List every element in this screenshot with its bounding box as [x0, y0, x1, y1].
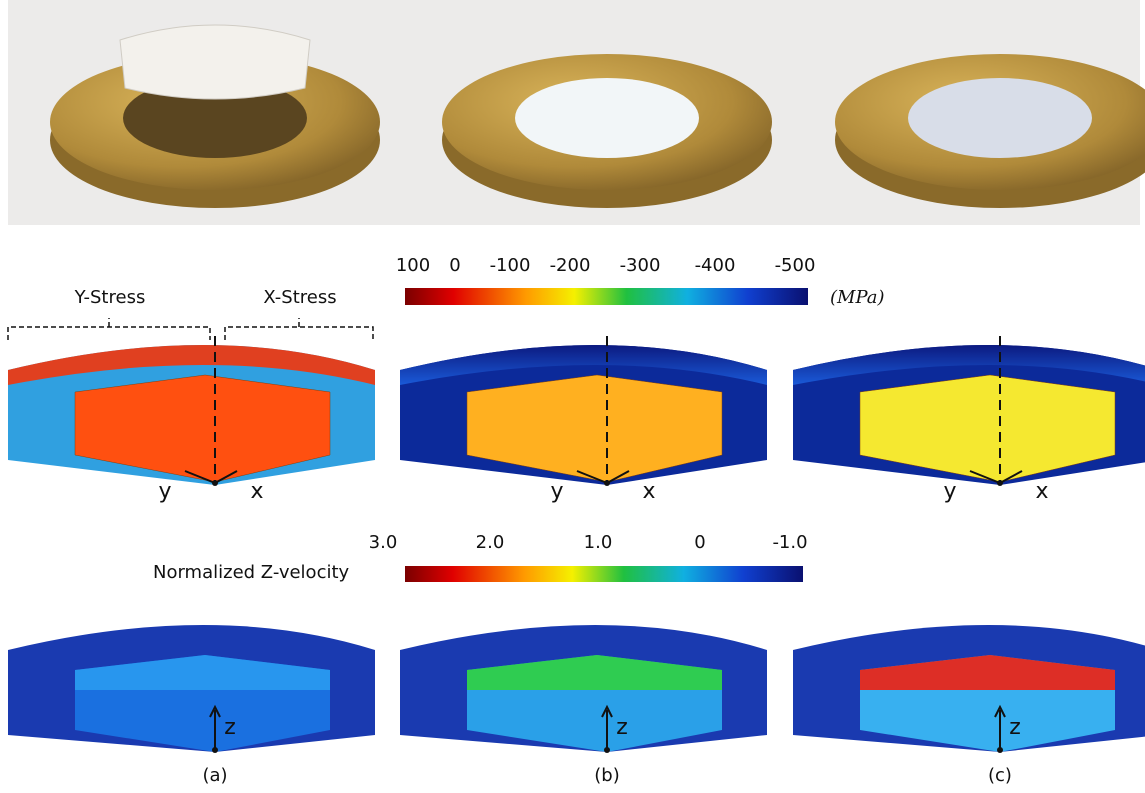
velocity-tick: 3.0 [369, 532, 398, 553]
origin [604, 747, 610, 753]
coin-inner [515, 78, 699, 158]
coin-inner [908, 78, 1092, 158]
axis-label: z [224, 715, 236, 740]
axis-label: x [642, 479, 655, 504]
white-block [120, 25, 310, 99]
panel-label: (c) [988, 765, 1012, 786]
velocity-tick: 0 [694, 532, 705, 553]
panel-label: (b) [594, 765, 619, 786]
axis-label: z [1009, 715, 1021, 740]
origin [212, 747, 218, 753]
stress-unit: (MPa) [830, 287, 885, 308]
axis-label: y [550, 479, 563, 504]
stress-tick: -500 [775, 255, 816, 276]
axis-label: x [250, 479, 263, 504]
stress-tick: -300 [620, 255, 661, 276]
velocity-tick: 1.0 [584, 532, 613, 553]
origin [997, 747, 1003, 753]
figure: (MPa) Y-Stress X-Stress Normalized Z-vel… [0, 0, 1145, 793]
stress-tick: -200 [550, 255, 591, 276]
axis-label: y [158, 479, 171, 504]
stress-tick: 100 [396, 255, 430, 276]
x-stress-label: X-Stress [263, 287, 336, 308]
stress-colorbar [405, 288, 808, 305]
y-stress-label: Y-Stress [74, 287, 146, 308]
axis-label: z [616, 715, 628, 740]
stress-tick: -400 [695, 255, 736, 276]
stress-tick: -100 [490, 255, 531, 276]
velocity-colorbar [405, 566, 803, 582]
velocity-label: Normalized Z-velocity [153, 562, 350, 583]
velocity-tick: -1.0 [772, 532, 807, 553]
axis-label: x [1035, 479, 1048, 504]
origin [212, 480, 218, 486]
bracket [8, 318, 373, 340]
velocity-tick: 2.0 [476, 532, 505, 553]
axis-label: y [943, 479, 956, 504]
stress-tick: 0 [449, 255, 460, 276]
origin [997, 480, 1003, 486]
panel-label: (a) [202, 765, 227, 786]
origin [604, 480, 610, 486]
simulations: y x z (a) y x z (b) y x z (c) [8, 336, 1145, 786]
